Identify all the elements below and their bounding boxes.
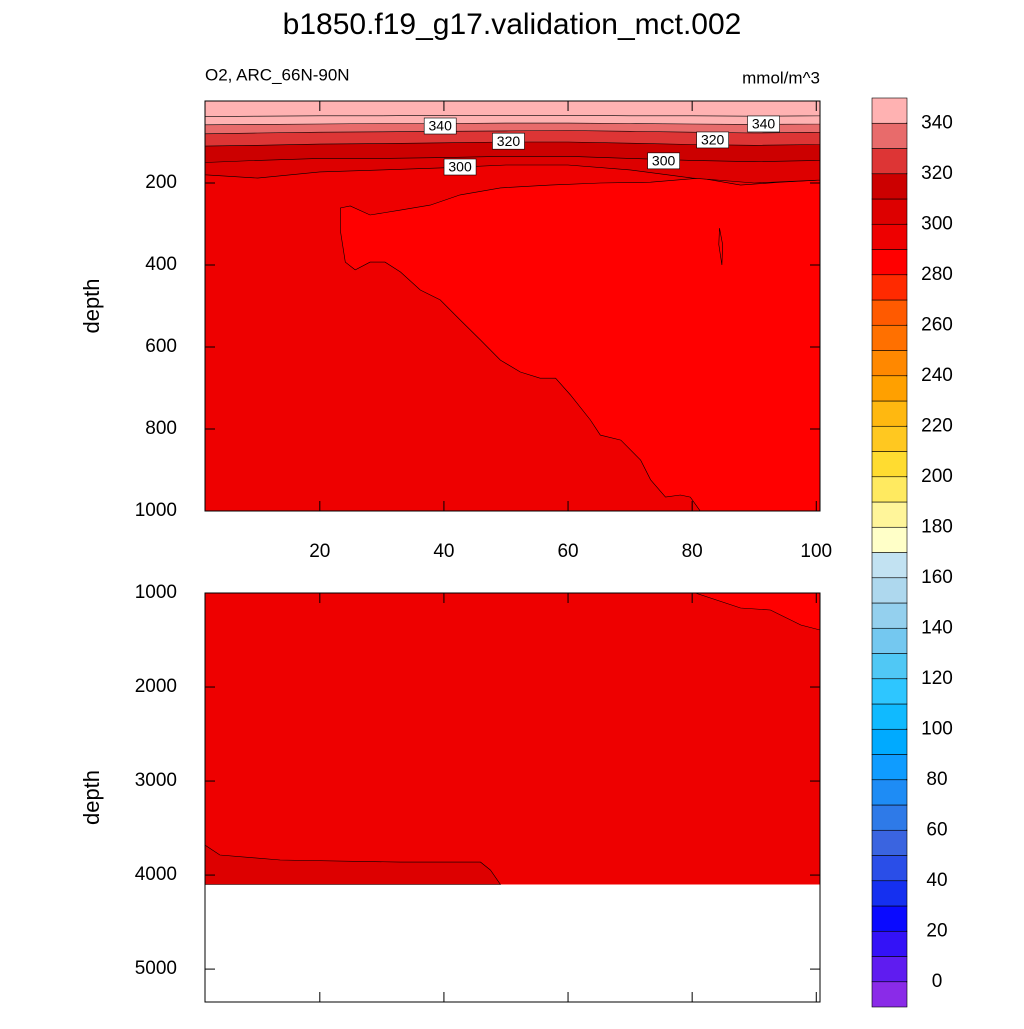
colorbar-label: 240 — [921, 365, 953, 386]
colorbar-box — [871, 728, 908, 755]
colorbar-label: 140 — [921, 617, 953, 638]
units-label: mmol/m^3 — [742, 68, 820, 87]
colorbar-box — [871, 653, 908, 680]
panel-frame — [204, 100, 821, 512]
colorbar-label: 200 — [921, 466, 953, 487]
contour-label-box — [747, 115, 780, 133]
x-tick-label: 80 — [682, 541, 703, 562]
y-tick-label: 600 — [145, 336, 177, 357]
colorbar-box — [871, 122, 908, 149]
colorbar-box — [871, 930, 908, 957]
colorbar-label: 160 — [921, 567, 953, 588]
contour-label-box — [647, 152, 680, 170]
colorbar-box — [871, 703, 908, 730]
colorbar-box — [871, 425, 908, 452]
colorbar-box — [871, 274, 908, 301]
colorbar-box — [871, 956, 908, 983]
colorbar-box — [871, 526, 908, 553]
y-tick-label: 1000 — [135, 500, 177, 521]
contour-region — [695, 593, 820, 631]
contour-label: 300 — [652, 153, 676, 169]
colorbar-box — [871, 198, 908, 225]
y-tick-label: 200 — [145, 172, 177, 193]
colorbar-label: 300 — [921, 213, 953, 234]
colorbar-box — [871, 324, 908, 351]
y-axis-label: depth — [79, 278, 104, 333]
colorbar-label: 320 — [921, 163, 953, 184]
x-tick-label: 20 — [309, 541, 330, 562]
y-tick-label: 4000 — [135, 864, 177, 885]
contour-label-box — [443, 158, 477, 176]
colorbar-box — [871, 577, 908, 604]
colorbar-box — [871, 97, 908, 124]
x-tick-label: 40 — [433, 541, 454, 562]
colorbar-box — [871, 476, 908, 503]
colorbar-label: 260 — [921, 314, 953, 335]
colorbar-box — [871, 829, 908, 856]
contour-region — [205, 844, 501, 885]
colorbar-box — [871, 880, 908, 907]
y-tick-label: 1000 — [135, 582, 177, 603]
contour-region — [205, 101, 820, 117]
contour-label: 340 — [752, 116, 776, 132]
colorbar-box — [871, 552, 908, 579]
colorbar-box — [871, 299, 908, 326]
colorbar-box — [871, 602, 908, 629]
colorbar-box — [871, 249, 908, 276]
colorbar-label: 40 — [926, 870, 947, 891]
y-tick-label: 400 — [145, 254, 177, 275]
contour-region — [718, 228, 723, 266]
colorbar-box — [871, 905, 908, 932]
y-tick-label: 5000 — [135, 958, 177, 979]
contour-region — [205, 593, 820, 885]
colorbar-label: 20 — [926, 920, 947, 941]
chart-subtitle: O2, ARC_66N-90N — [205, 65, 350, 84]
contour-region — [340, 177, 820, 511]
contour-label-box — [423, 117, 457, 135]
colorbar-label: 340 — [921, 112, 953, 133]
colorbar-box — [871, 173, 908, 200]
y-tick-label: 2000 — [135, 676, 177, 697]
colorbar-label: 120 — [921, 668, 953, 689]
contour-label: 300 — [448, 159, 472, 175]
contour-label: 340 — [429, 118, 453, 134]
colorbar-label: 220 — [921, 415, 953, 436]
panel — [205, 593, 820, 885]
y-tick-label: 3000 — [135, 770, 177, 791]
colorbar-box — [871, 148, 908, 175]
colorbar-box — [871, 678, 908, 705]
colorbar-label: 280 — [921, 264, 953, 285]
colorbar-box — [871, 754, 908, 781]
colorbar-box — [871, 855, 908, 882]
colorbar-label: 100 — [921, 718, 953, 739]
contour-label: 320 — [497, 133, 521, 149]
colorbar-box — [871, 779, 908, 806]
x-tick-label: 60 — [557, 541, 578, 562]
colorbar-label: 60 — [926, 819, 947, 840]
y-axis-label: depth — [79, 770, 104, 825]
colorbar-label: 80 — [926, 769, 947, 790]
contour-label: 320 — [701, 132, 725, 148]
colorbar-box — [871, 350, 908, 377]
colorbar-box — [871, 501, 908, 528]
colorbar-box — [871, 451, 908, 478]
x-tick-label: 100 — [800, 541, 832, 562]
colorbar-label: 0 — [932, 971, 943, 992]
colorbar-box — [871, 804, 908, 831]
colorbar-box — [871, 375, 908, 402]
y-tick-label: 800 — [145, 418, 177, 439]
colorbar-box — [871, 223, 908, 250]
colorbar-label: 180 — [921, 516, 953, 537]
colorbar-box — [871, 981, 908, 1008]
colorbar-box — [871, 400, 908, 427]
contour-label-box — [492, 132, 525, 150]
colorbar-box — [871, 627, 908, 654]
chart-title: b1850.f19_g17.validation_mct.002 — [283, 8, 742, 41]
panel: 340 340 320 320 300 300 — [205, 101, 820, 511]
panel-frame — [204, 592, 821, 1003]
contour-label-box — [696, 131, 729, 149]
